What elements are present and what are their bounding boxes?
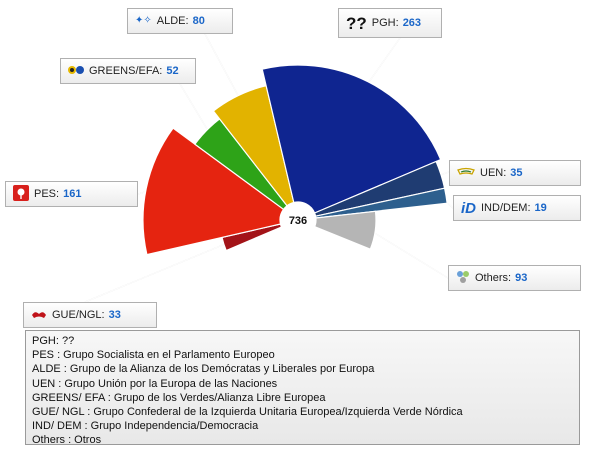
label-alde-value: 80: [192, 15, 205, 27]
label-uen-name: UEN: [480, 167, 504, 179]
label-pes-value: 161: [63, 188, 82, 200]
legend-line: ALDE : Grupo de la Alianza de los Demócr…: [32, 363, 375, 376]
leader-line-greens: [179, 83, 212, 136]
legend-line: GUE/ NGL : Grupo Confederal de la Izquie…: [32, 406, 463, 419]
leader-line-gue: [84, 241, 230, 303]
label-pgh: ?? PGH:263: [338, 8, 442, 38]
legend-line: GREENS/ EFA : Grupo de los Verdes/Alianz…: [32, 391, 326, 404]
alde-logo-icon: ✦✧: [135, 15, 152, 26]
legend-box: PGH: ?? PES : Grupo Socialista en el Par…: [25, 330, 580, 447]
leader-line-alde: [204, 33, 242, 102]
legend-line: PGH: ??: [32, 335, 75, 347]
center-circle: [280, 202, 316, 238]
label-greens-value: 52: [166, 65, 179, 77]
legend-line: IND/ DEM : Grupo Independencia/Democraci…: [32, 420, 259, 433]
id-logo-icon: iD: [461, 199, 476, 217]
label-others: Others:93: [448, 265, 581, 291]
label-others-value: 93: [515, 272, 528, 284]
total-seats-label: 736: [289, 215, 307, 227]
label-greens: GREENS/EFA:52: [60, 58, 196, 84]
label-gue: GUE/NGL:33: [23, 302, 157, 328]
label-pgh-name: PGH: [371, 17, 396, 29]
label-pes: PES:161: [5, 181, 138, 207]
label-gue-value: 33: [108, 309, 121, 321]
label-ind: iD IND/DEM:19: [453, 195, 581, 221]
gue-logo-icon: [31, 309, 47, 322]
label-ind-name: IND/DEM: [481, 202, 528, 214]
legend-line: Others : Otros: [32, 434, 102, 447]
others-icon: [456, 270, 470, 287]
chart-slices: [142, 64, 448, 256]
label-ind-value: 19: [534, 202, 547, 214]
label-alde-name: ALDE: [156, 15, 186, 27]
label-greens-name: GREENS/EFA: [89, 65, 160, 77]
label-others-name: Others: [475, 272, 509, 284]
legend-line: PES : Grupo Socialista en el Parlamento …: [32, 349, 275, 362]
uen-logo-icon: [457, 167, 475, 180]
center-total: 736: [280, 202, 316, 238]
pes-rose-icon: [13, 184, 29, 204]
label-pes-name: PES: [34, 188, 57, 200]
label-uen-value: 35: [510, 167, 523, 179]
question-mark-icon: ??: [346, 13, 367, 33]
leader-line-others: [369, 229, 449, 279]
label-pgh-value: 263: [402, 17, 422, 29]
greens-logo-icon: [68, 65, 84, 78]
leader-line-pgh: [364, 37, 401, 88]
legend-line: UEN : Grupo Unión por la Europa de las N…: [32, 377, 278, 390]
label-alde: ✦✧ ALDE:80: [127, 8, 233, 34]
label-uen: UEN:35: [449, 160, 581, 186]
slice-others: [313, 210, 377, 250]
label-gue-name: GUE/NGL: [52, 309, 102, 321]
slice-ind: [314, 187, 448, 219]
